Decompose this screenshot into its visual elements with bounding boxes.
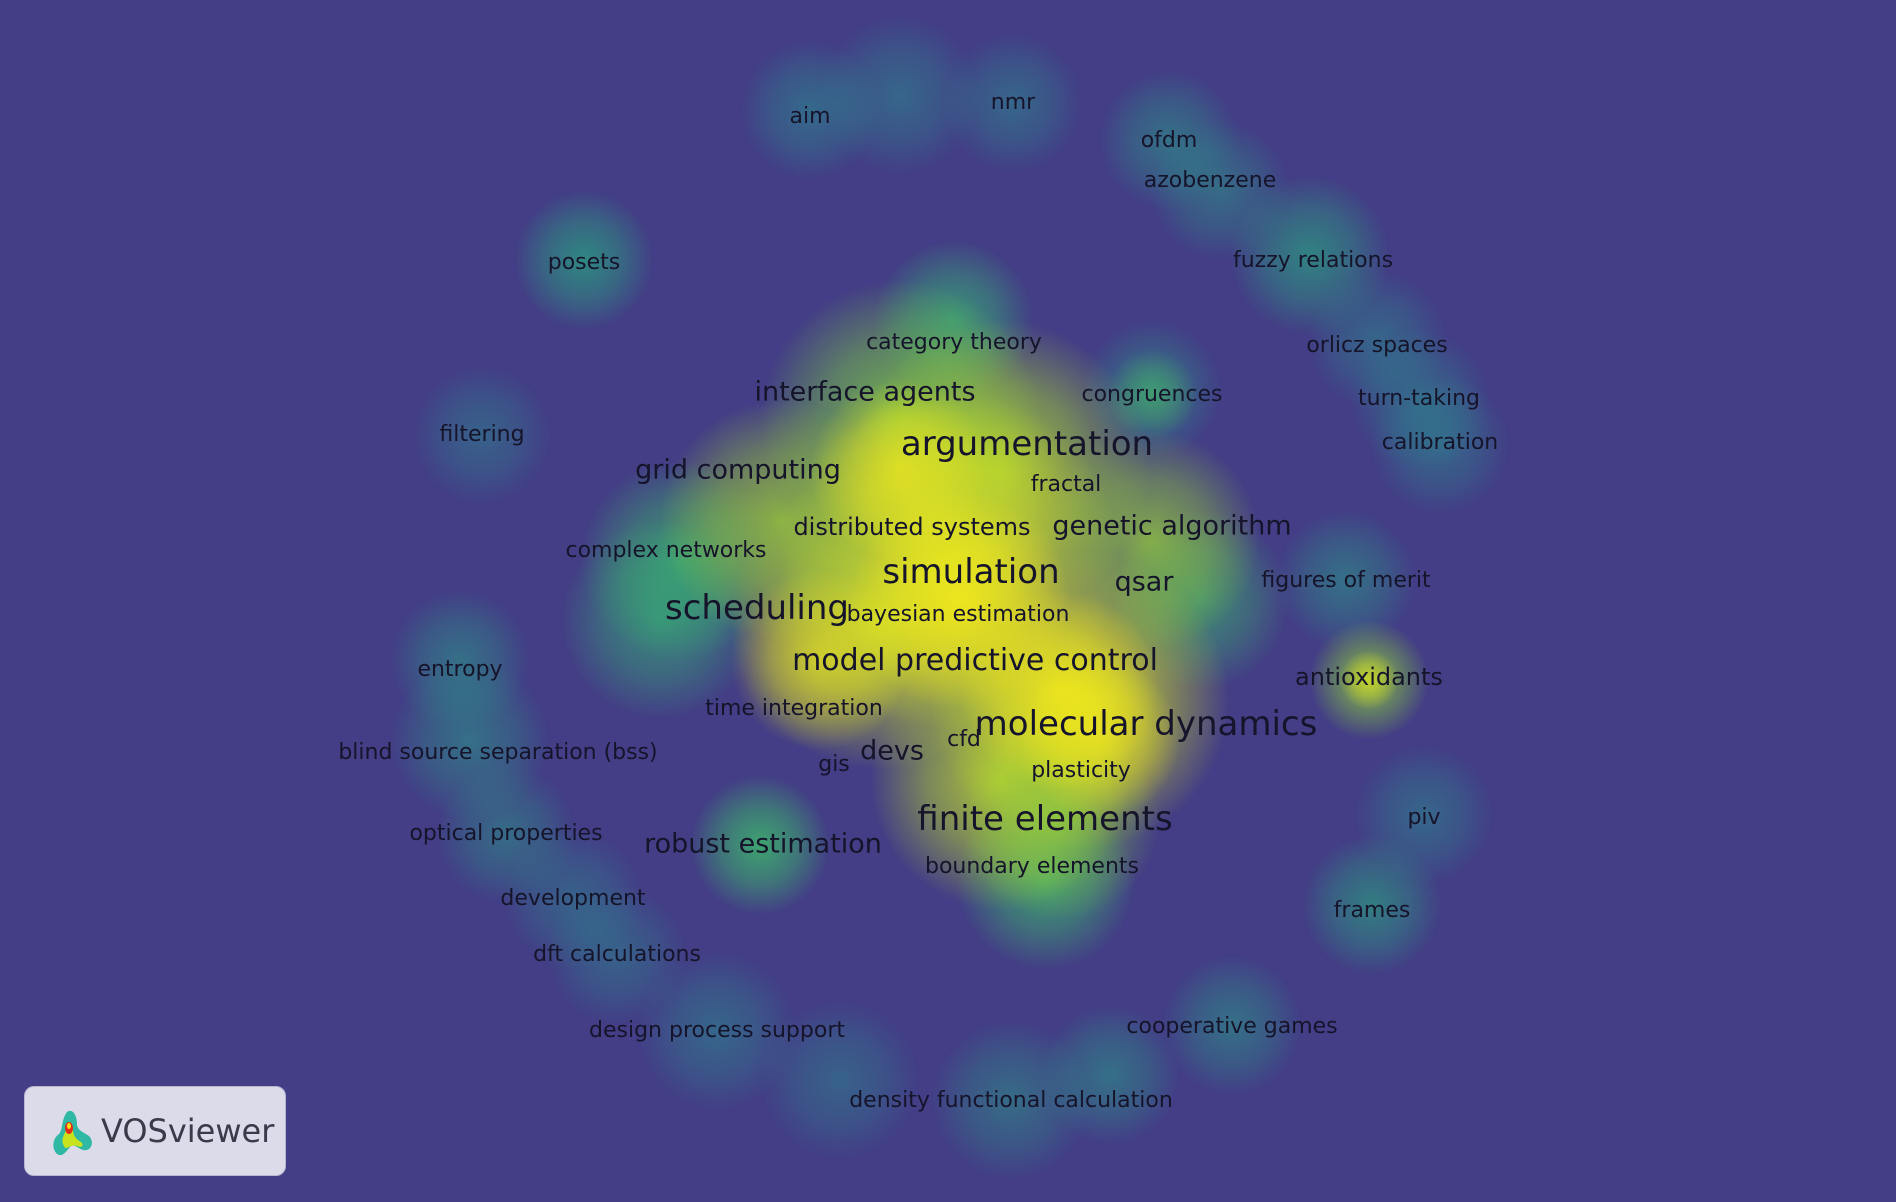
term-cfd[interactable]: cfd [947, 727, 981, 752]
term-interface-agents[interactable]: interface agents [754, 376, 976, 408]
term-time-integration[interactable]: time integration [705, 696, 883, 721]
term-complex-networks[interactable]: complex networks [565, 538, 767, 563]
term-model-predictive-control[interactable]: model predictive control [792, 643, 1158, 678]
term-development[interactable]: development [500, 886, 646, 911]
term-orlicz-spaces[interactable]: orlicz spaces [1306, 333, 1448, 358]
term-aim[interactable]: aim [789, 104, 831, 129]
term-cooperative-games[interactable]: cooperative games [1126, 1014, 1338, 1039]
term-entropy[interactable]: entropy [417, 657, 503, 682]
term-congruences[interactable]: congruences [1081, 382, 1223, 407]
term-plasticity[interactable]: plasticity [1031, 758, 1131, 783]
term-frames[interactable]: frames [1333, 898, 1411, 923]
term-calibration[interactable]: calibration [1381, 430, 1499, 455]
term-antioxidants[interactable]: antioxidants [1295, 663, 1443, 691]
term-genetic-algorithm[interactable]: genetic algorithm [1052, 510, 1292, 542]
term-bayesian-estimation[interactable]: bayesian estimation [846, 602, 1070, 627]
term-dft-calculations[interactable]: dft calculations [533, 942, 701, 967]
term-posets[interactable]: posets [547, 250, 621, 275]
term-turn-taking[interactable]: turn-taking [1358, 386, 1480, 411]
term-robust-estimation[interactable]: robust estimation [644, 828, 882, 860]
term-boundary-elements[interactable]: boundary elements [925, 854, 1139, 879]
term-distributed-systems[interactable]: distributed systems [793, 513, 1031, 541]
term-devs[interactable]: devs [860, 735, 924, 767]
term-molecular-dynamics[interactable]: molecular dynamics [974, 704, 1318, 744]
vosviewer-logo: VOSviewer [24, 1086, 286, 1176]
term-fractal[interactable]: fractal [1030, 472, 1102, 497]
term-finite-elements[interactable]: finite elements [917, 799, 1173, 839]
term-fuzzy-relations[interactable]: fuzzy relations [1232, 248, 1394, 273]
term-ofdm[interactable]: ofdm [1140, 128, 1198, 153]
vosviewer-logo-icon [53, 1110, 92, 1156]
term-figures-of-merit[interactable]: figures of merit [1261, 568, 1431, 593]
term-azobenzene[interactable]: azobenzene [1143, 168, 1277, 193]
term-filtering[interactable]: filtering [439, 422, 525, 447]
term-argumentation[interactable]: argumentation [900, 424, 1154, 464]
term-density-functional-calculation[interactable]: density functional calculation [849, 1088, 1173, 1113]
term-blind-source-separation[interactable]: blind source separation (bss) [338, 740, 658, 765]
term-design-process-support[interactable]: design process support [589, 1018, 845, 1043]
term-optical-properties[interactable]: optical properties [409, 821, 603, 846]
term-simulation[interactable]: simulation [882, 552, 1060, 592]
term-qsar[interactable]: qsar [1114, 566, 1174, 598]
term-piv[interactable]: piv [1407, 805, 1441, 830]
vosviewer-logo-text: VOSviewer [101, 1112, 275, 1150]
term-grid-computing[interactable]: grid computing [635, 454, 841, 486]
term-nmr[interactable]: nmr [990, 90, 1036, 115]
term-category-theory[interactable]: category theory [866, 330, 1042, 355]
term-gis[interactable]: gis [818, 752, 850, 777]
term-scheduling[interactable]: scheduling [664, 588, 850, 628]
